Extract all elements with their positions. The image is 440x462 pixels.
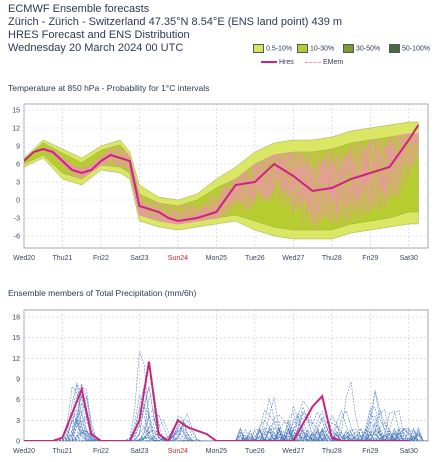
- y-tick-label: 0: [16, 439, 20, 446]
- x-tick-label: Tue26: [245, 255, 265, 262]
- x-tick-label: Sat30: [400, 255, 418, 262]
- y-tick-label: 9: [16, 144, 20, 151]
- x-tick-label: Fri22: [93, 255, 109, 262]
- legend-emem-line: [305, 61, 321, 63]
- legend-item-1: 10-30%: [297, 44, 334, 53]
- x-tick-label: Thu21: [53, 448, 73, 455]
- x-tick-label: Thu28: [322, 448, 342, 455]
- x-tick-label: Wed27: [282, 255, 304, 262]
- legend-swatch-3: [389, 44, 400, 53]
- y-tick-label: 3: [16, 418, 20, 425]
- temperature-chart: -6 -3 0 3 6 9 12 15 Wed20 Thu21 Fri22 Sat23 Sun24 Mon…: [12, 103, 429, 262]
- y-tick-label: 12: [12, 126, 20, 133]
- legend-item-2: 30-50%: [343, 44, 380, 53]
- x-tick-label: Sun24: [168, 448, 188, 455]
- header-title: ECMWF Ensemble forecasts: [8, 3, 150, 15]
- x-tick-label: Mon25: [206, 255, 228, 262]
- y-tick-label: 6: [16, 397, 20, 404]
- legend-label-0: 0.5-10%: [266, 45, 293, 53]
- y-tick-label: 15: [12, 108, 20, 115]
- ensemble-member-line: [24, 133, 419, 229]
- legend-emem-label: EMem: [323, 59, 344, 66]
- legend-item-hres: Hres: [261, 59, 294, 66]
- ensemble-member-line: [24, 133, 419, 225]
- x-tick-label: Mon25: [206, 448, 228, 455]
- legend-label-1: 10-30%: [310, 45, 335, 53]
- x-tick-label: Fri29: [362, 255, 378, 262]
- x-tick-label: Wed27: [282, 448, 304, 455]
- ensemble-member-line: [24, 132, 419, 225]
- ensemble-member-line: [24, 133, 419, 222]
- legend-hres-label: Hres: [279, 59, 294, 66]
- ensemble-member-line: [24, 133, 419, 224]
- legend-item-0: 0.5-10%: [253, 44, 292, 53]
- hres-line: [24, 124, 420, 223]
- y-tick-label: -6: [14, 234, 20, 241]
- x-tick-label: Fri29: [362, 448, 378, 455]
- x-tick-label: Fri22: [93, 448, 109, 455]
- legend-item-emem: EMem: [305, 59, 343, 66]
- legend-hres-line: [261, 61, 277, 64]
- x-tick-label: Sat30: [400, 448, 418, 455]
- ensemble-member-line: [24, 386, 428, 441]
- y-tick-label: -3: [14, 216, 20, 223]
- y-tick-label: 15: [12, 335, 20, 342]
- x-tick-label: Sat23: [130, 255, 148, 262]
- ensemble-member-line: [24, 133, 419, 224]
- legend-item-3: 50-100%: [389, 44, 430, 53]
- legend-swatch-2: [343, 44, 354, 53]
- x-tick-label: Sat23: [130, 448, 148, 455]
- ensemble-member-line: [24, 133, 419, 222]
- legend-label-2: 30-50%: [356, 45, 381, 53]
- y-tick-label: 9: [16, 376, 20, 383]
- x-tick-label: Tue26: [245, 448, 265, 455]
- precip-chart: 0 3 6 9 12 15 18 Wed20 Thu21 Fri22 Sat23 Sun24 Mon25…: [12, 309, 429, 455]
- temperature-chart-title: Temperature at 850 hPa - Probability for…: [8, 83, 210, 93]
- header-subtitle: HRES Forecast and ENS Distribution: [8, 29, 190, 41]
- y-tick-label: 3: [16, 180, 20, 187]
- x-tick-label: Wed20: [13, 255, 35, 262]
- legend-label-3: 50-100%: [402, 45, 431, 53]
- legend-swatch-1: [297, 44, 308, 53]
- ensemble-member-line: [24, 133, 419, 228]
- ensemble-member-line: [24, 410, 428, 441]
- hres-line: [24, 361, 409, 441]
- y-tick-label: 6: [16, 162, 20, 169]
- plot-area: [24, 351, 428, 441]
- y-tick-label: 18: [12, 314, 20, 321]
- x-tick-label: Thu21: [53, 255, 73, 262]
- plot-frame: [23, 309, 429, 442]
- legend: 0.5-10% 10-30% 30-50% 50-100% Hres EMem: [251, 42, 437, 72]
- ensemble-member-line: [24, 395, 428, 441]
- precip-chart-title: Ensemble members of Total Precipitation …: [8, 288, 197, 298]
- ensemble-member-line: [24, 133, 419, 223]
- y-tick-label: 12: [12, 356, 20, 363]
- x-tick-label: Sun24: [168, 255, 188, 262]
- plot-area: [24, 121, 420, 240]
- ensemble-member-line: [24, 133, 419, 220]
- x-tick-label: Wed20: [13, 448, 35, 455]
- y-tick-label: 0: [16, 198, 20, 205]
- legend-swatch-0: [253, 44, 264, 53]
- header-date: Wednesday 20 March 2024 00 UTC: [8, 42, 184, 54]
- header-location: Zürich - Zürich - Switzerland 47.35°N 8.…: [8, 16, 343, 28]
- x-tick-label: Thu28: [322, 255, 342, 262]
